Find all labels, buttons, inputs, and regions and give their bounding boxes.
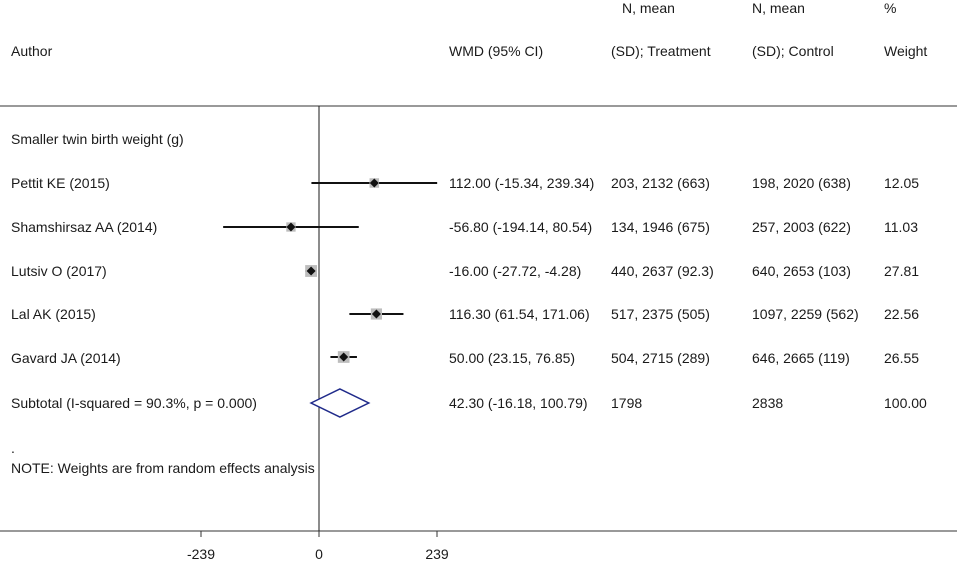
study-control: 198, 2020 (638) [752,175,851,191]
subtotal-ci: 42.30 (-16.18, 100.79) [449,395,588,411]
study-weight: 12.05 [884,175,920,191]
subtotal-control: 2838 [752,395,784,411]
x-tick-label: 239 [425,546,449,562]
point-estimate [371,309,381,319]
header-wmd: WMD (95% CI) [449,43,544,59]
subtotal-treatment: 1798 [611,395,643,411]
point-estimate [306,266,316,276]
subtotal-weight: 100.00 [884,395,927,411]
note-text: NOTE: Weights are from random effects an… [11,460,315,476]
study-control: 1097, 2259 (562) [752,306,859,322]
study-author: Lal AK (2015) [11,306,96,322]
subtotal-diamond [309,388,371,418]
header-control-line2: (SD); Control [752,43,834,59]
study-author: Lutsiv O (2017) [11,263,107,279]
study-ci: -56.80 (-194.14, 80.54) [449,219,593,235]
study-author: Pettit KE (2015) [11,175,110,191]
point-estimate [339,352,349,362]
group-label: Smaller twin birth weight (g) [11,131,184,147]
point-estimate [369,178,379,188]
study-control: 640, 2653 (103) [752,263,851,279]
study-treatment: 203, 2132 (663) [611,175,710,191]
header-weight-line2: Weight [884,43,928,59]
header-author: Author [11,43,53,59]
study-control: 646, 2665 (119) [752,350,850,366]
study-ci: 50.00 (23.15, 76.85) [449,350,576,366]
subtotal-label: Subtotal (I-squared = 90.3%, p = 0.000) [11,395,257,411]
header-treatment-line1: N, mean [622,0,675,16]
header-weight-line1: % [884,0,897,16]
x-tick-label: 0 [315,546,323,562]
study-treatment: 517, 2375 (505) [611,306,710,322]
study-control: 257, 2003 (622) [752,219,851,235]
point-estimate [286,222,296,232]
study-ci: -16.00 (-27.72, -4.28) [449,263,582,279]
study-weight: 26.55 [884,350,920,366]
study-author: Shamshirsaz AA (2014) [11,219,158,235]
study-ci: 112.00 (-15.34, 239.34) [449,175,595,191]
study-ci: 116.30 (61.54, 171.06) [449,306,590,322]
header-control-line1: N, mean [752,0,805,16]
study-author: Gavard JA (2014) [11,350,121,366]
study-treatment: 504, 2715 (289) [611,350,710,366]
study-weight: 22.56 [884,306,920,322]
x-tick-label: -239 [187,546,215,562]
study-treatment: 440, 2637 (92.3) [611,263,714,279]
study-weight: 27.81 [884,263,920,279]
note-dot: . [11,440,15,456]
header-treatment-line2: (SD); Treatment [611,43,711,59]
study-treatment: 134, 1946 (675) [611,219,710,235]
study-weight: 11.03 [884,219,918,235]
